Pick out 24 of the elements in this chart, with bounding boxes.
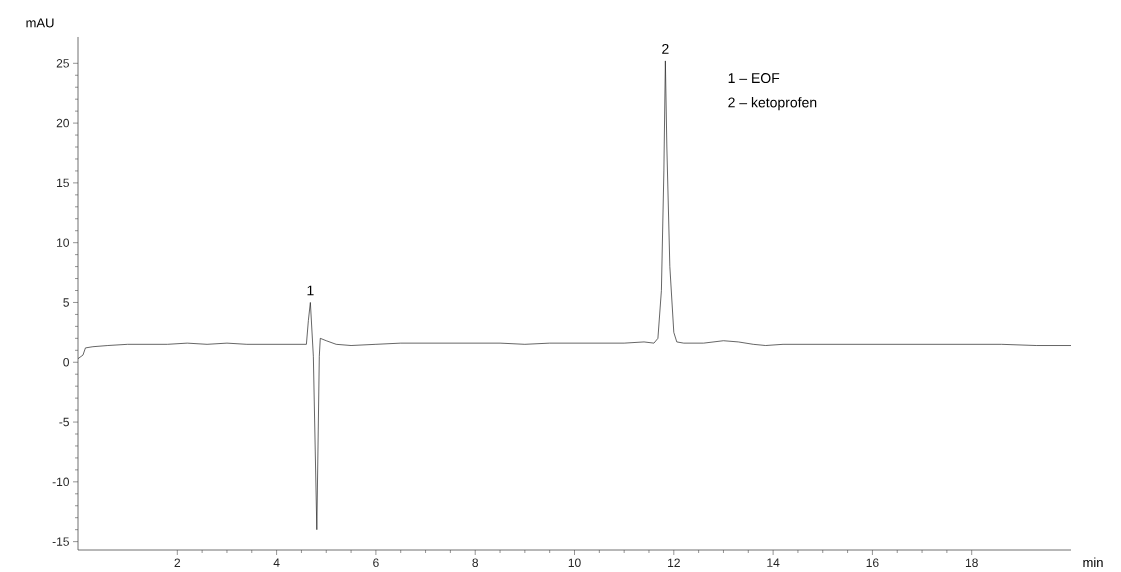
y-tick-label: 20 xyxy=(56,118,70,128)
y-tick-label: -10 xyxy=(52,477,70,487)
annotation: 2 xyxy=(662,43,669,54)
annotation: 1 – EOF xyxy=(728,73,780,84)
x-tick-label: 8 xyxy=(472,558,479,568)
x-tick-label: 10 xyxy=(568,558,581,568)
x-tick-label: 2 xyxy=(174,558,181,567)
x-axis-title: min xyxy=(1083,557,1103,567)
y-axis-title: mAU xyxy=(26,18,54,28)
x-tick-label: 14 xyxy=(767,558,780,567)
annotation: 1 xyxy=(307,285,314,296)
x-tick-label: 4 xyxy=(273,558,280,567)
y-tick-label: 15 xyxy=(57,178,69,188)
x-tick-label: 16 xyxy=(866,558,879,568)
y-tick-label: 10 xyxy=(57,238,70,247)
y-tick-label: -5 xyxy=(59,417,69,427)
annotation: 2 – ketoprofen xyxy=(728,97,817,111)
y-tick-label: 0 xyxy=(63,358,70,367)
x-tick-label: 18 xyxy=(965,558,978,568)
y-tick-label: 25 xyxy=(56,59,69,68)
x-tick-label: 6 xyxy=(373,558,379,568)
x-tick-label: 12 xyxy=(668,558,680,567)
y-tick-label: -15 xyxy=(52,537,69,546)
y-tick-label: 5 xyxy=(63,298,69,307)
